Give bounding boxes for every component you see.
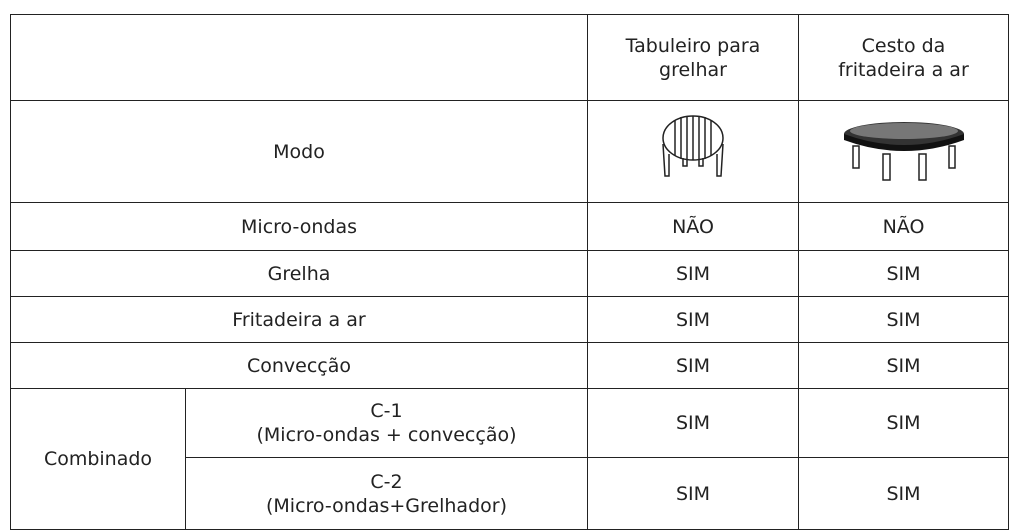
mode-label: Modo bbox=[10, 100, 588, 203]
empty-cell bbox=[10, 14, 588, 101]
row: Grelha SIM SIM bbox=[10, 250, 1009, 297]
mode-cell: Grelha bbox=[10, 250, 588, 297]
mode-cell: C-2 (Micro-ondas+Grelhador) bbox=[185, 457, 588, 530]
header-line: fritadeira a ar bbox=[838, 58, 969, 81]
header-line: Cesto da bbox=[861, 34, 946, 57]
row: Combinado C-1 (Micro-ondas + convecção) S… bbox=[10, 388, 1009, 530]
row: Convecção SIM SIM bbox=[10, 342, 1009, 389]
icon-cell bbox=[798, 100, 1009, 203]
row: C-2 (Micro-ondas+Grelhador) SIM SIM bbox=[11, 457, 1009, 530]
compatibility-table: Tabuleiro para grelhar Cesto da fritadeira… bbox=[10, 14, 1009, 530]
header-cell: Cesto da fritadeira a ar bbox=[798, 14, 1009, 101]
air-fry-basket-icon bbox=[843, 121, 964, 181]
mode-line: C-1 bbox=[370, 400, 403, 422]
value-cell: SIM bbox=[798, 250, 1009, 297]
value-cell: NÃO bbox=[587, 202, 799, 251]
icon-cell bbox=[587, 100, 799, 203]
value-cell: SIM bbox=[587, 296, 799, 343]
mode-cell: Convecção bbox=[10, 342, 588, 389]
header-row: Tabuleiro para grelhar Cesto da fritadeira… bbox=[10, 14, 1009, 101]
header-line: grelhar bbox=[659, 58, 727, 81]
value-cell: SIM bbox=[798, 296, 1009, 343]
value-cell: SIM bbox=[587, 342, 799, 389]
value-cell: SIM bbox=[587, 250, 799, 297]
mode-line: C-2 bbox=[370, 470, 403, 493]
row: Micro-ondas NÃO NÃO bbox=[10, 202, 1009, 251]
header-cell: Tabuleiro para grelhar bbox=[587, 14, 799, 101]
mode-cell: Fritadeira a ar bbox=[10, 296, 588, 343]
mode-cell: C-1 (Micro-ondas + convecção) bbox=[185, 388, 588, 458]
value-cell: SIM bbox=[587, 388, 799, 458]
mode-line: (Micro-ondas + convecção) bbox=[256, 424, 517, 446]
value-cell: SIM bbox=[587, 457, 799, 530]
header-line: Tabuleiro para bbox=[625, 34, 761, 57]
mode-row: Modo bbox=[10, 100, 1009, 203]
value-cell: SIM bbox=[798, 457, 1009, 530]
grill-rack-icon bbox=[662, 114, 724, 177]
combined-label: Combinado bbox=[10, 388, 186, 530]
mode-line: (Micro-ondas+Grelhador) bbox=[266, 494, 507, 517]
row: Fritadeira a ar SIM SIM bbox=[10, 296, 1009, 343]
value-cell: SIM bbox=[798, 388, 1009, 458]
mode-cell: Micro-ondas bbox=[10, 202, 588, 251]
value-cell: NÃO bbox=[798, 202, 1009, 251]
value-cell: SIM bbox=[798, 342, 1009, 389]
